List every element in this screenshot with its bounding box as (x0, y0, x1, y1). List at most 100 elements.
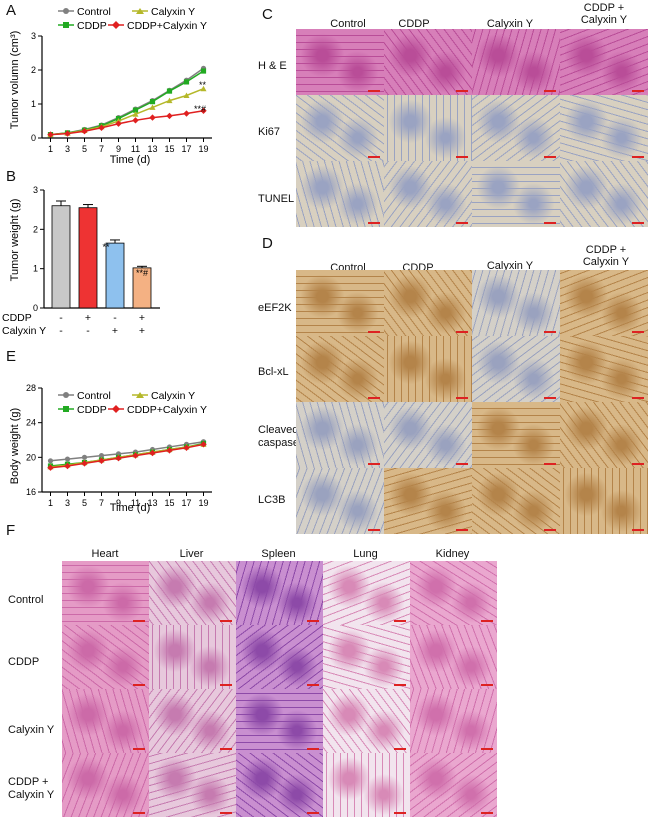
tumor-volume-y-tick-label: 0 (31, 133, 36, 143)
tumor-volume-series-line (50, 110, 204, 136)
panel-f-letter: F (6, 522, 16, 539)
tumor-volume-point (183, 110, 190, 117)
body-weight-point (115, 455, 122, 462)
d-scale-bar (368, 463, 380, 465)
f-tile (323, 561, 410, 625)
d-tile (560, 336, 648, 402)
panel-e-letter: E (6, 348, 17, 365)
d-tile (472, 270, 560, 336)
body-weight-point (81, 460, 88, 467)
d-scale-bar (632, 331, 644, 333)
tumor-volume-series-line (50, 67, 204, 136)
sign-cddp-2: + (85, 312, 91, 324)
d-tile (296, 468, 384, 534)
body-weight-y-tick-label: 24 (26, 418, 36, 428)
c-tile (296, 161, 384, 227)
c-scale-bar (368, 90, 380, 92)
f-scale-bar (481, 684, 493, 686)
c-col-control: Control (330, 18, 366, 30)
d-col-calyxin: Calyxin Y (486, 260, 534, 272)
body-weight-x-tick-label: 1 (48, 498, 53, 508)
c-row-tunel: TUNEL (258, 193, 295, 205)
f-scale-bar (220, 748, 232, 750)
tumor-volume-sig-calyxin: ** (199, 80, 207, 90)
f-tile (149, 625, 236, 689)
tumor-volume-x-tick-label: 9 (116, 144, 121, 154)
c-tile (472, 161, 560, 227)
f-col-kidney: Kidney (435, 548, 470, 560)
tumor-weight-bar (132, 267, 152, 309)
body-weight-series-line (50, 443, 204, 469)
legend-combo: CDDP+Calyxin Y (127, 20, 207, 32)
body-weight-x-tick-label: 17 (181, 498, 191, 508)
d-row-lc3b: LC3B (258, 494, 286, 506)
tumor-volume-point (132, 117, 139, 124)
tumor-volume-sig-combo: **# (194, 104, 206, 114)
tumor-weight-bar (51, 205, 71, 309)
tumor-volume-point (183, 92, 190, 98)
f-scale-bar (220, 684, 232, 686)
sign-calyxin-4: + (139, 325, 145, 337)
tumor-volume-x-tick-label: 5 (82, 144, 87, 154)
tumor-weight-y-tick-label: 3 (33, 185, 38, 195)
tumor-volume-series-line (50, 70, 204, 136)
tumor-volume-point (132, 111, 139, 117)
body-weight-point (64, 456, 71, 462)
f-scale-bar (133, 812, 145, 814)
tumor-volume-point (166, 112, 173, 120)
f-scale-bar (481, 812, 493, 814)
body-weight-legend: Control Calyxin Y CDDP CDDP+Calyxin Y (58, 390, 207, 416)
c-col-calyxin: Calyxin Y (486, 18, 534, 30)
tumor-volume-point (200, 107, 207, 114)
d-tile (296, 270, 384, 336)
c-scale-bar (544, 222, 556, 224)
d-tile (384, 336, 472, 402)
tumor-volume-point (183, 79, 190, 85)
d-tile (560, 468, 648, 534)
sign-calyxin-1: - (59, 325, 63, 337)
f-row-cddp: CDDP (8, 656, 40, 668)
tumor-volume-y-tick-label: 1 (31, 99, 36, 109)
f-scale-bar (307, 748, 319, 750)
tumor-weight-bar (78, 207, 98, 309)
f-scale-bar (307, 620, 319, 622)
d-tile (384, 468, 472, 534)
sign-calyxin-3: + (112, 325, 118, 337)
body-weight-y-tick-label: 28 (26, 383, 36, 393)
d-scale-bar (368, 529, 380, 531)
f-tile (410, 561, 497, 625)
d-scale-bar (456, 397, 468, 399)
tumor-volume-x-tick-label: 7 (99, 144, 104, 154)
d-col-combo: CDDP + Calyxin Y (582, 244, 630, 268)
tumor-volume-x-tick-label: 17 (181, 144, 191, 154)
c-scale-bar (544, 90, 556, 92)
legend-combo-e: CDDP+Calyxin Y (127, 404, 207, 416)
f-row-combo: CDDP + Calyxin Y (8, 776, 55, 801)
body-weight-point (132, 452, 139, 459)
tumor-volume-point (200, 68, 207, 74)
d-scale-bar (544, 397, 556, 399)
c-scale-bar (544, 156, 556, 158)
tumor-volume-x-label: Time (d) (110, 154, 151, 166)
sign-cddp-1: - (59, 312, 63, 324)
f-tile (62, 753, 149, 817)
tumor-weight-chart: Tumor weight (g) 0 1 2 3 ** **# CDDP Calyxi… (2, 185, 160, 337)
f-tile (62, 689, 149, 753)
f-tile (323, 689, 410, 753)
tumor-weight-y-label: Tumor weight (g) (9, 199, 21, 282)
body-weight-point (98, 457, 105, 464)
c-row-ki67: Ki67 (258, 126, 281, 138)
d-scale-bar (632, 529, 644, 531)
f-col-lung: Lung (353, 548, 378, 560)
c-col-combo: CDDP + Calyxin Y (580, 2, 628, 26)
sign-cddp-3: - (113, 312, 117, 324)
panel-d-letter: D (262, 235, 273, 252)
f-scale-bar (481, 748, 493, 750)
tumor-volume-x-tick-label: 11 (131, 144, 140, 154)
f-scale-bar (220, 812, 232, 814)
d-tile (296, 402, 384, 468)
c-tile (472, 29, 560, 95)
d-tile (472, 336, 560, 402)
